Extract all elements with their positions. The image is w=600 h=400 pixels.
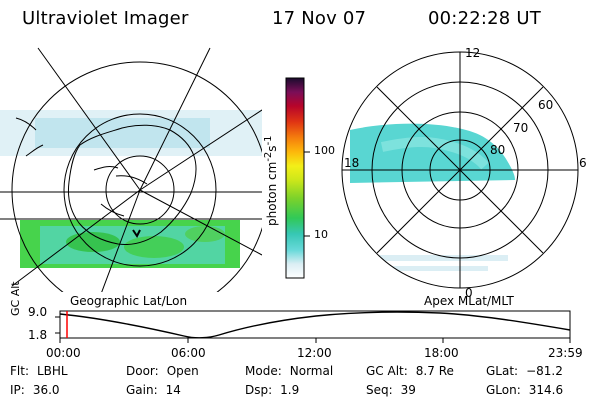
altitude-plot [55,310,571,343]
door-info: Door: Open [126,364,199,378]
apex-mlt-tick-0: 0 [465,286,473,300]
apex-panel-label: Apex MLat/MLT [424,294,514,308]
apex-mlt-tick-6: 6 [579,156,587,170]
glon-info: GLon: 314.6 [486,383,564,397]
geo-outer-lat-circle [11,61,262,292]
time-title: 00:22:28 UT [428,8,541,29]
geo-mid-lat-circle [63,113,217,267]
colorbar-tick-100: 100 [314,144,335,157]
altitude-y-min: 1.8 [28,328,48,342]
geographic-panel-label: Geographic Lat/Lon [70,294,188,308]
seq-info: Seq: 39 [366,383,416,397]
altitude-axis-label: GC Alt [9,281,22,316]
time-tick-0000: 00:00 [46,346,81,360]
geo-meridians [11,47,262,292]
date-title: 17 Nov 07 [272,8,367,29]
apex-mlat-tick-70: 70 [513,121,529,135]
time-tick-2359: 23:59 [548,346,583,360]
gain-info: Gain: 14 [126,383,181,397]
mode-info: Mode: Normal [245,364,334,378]
altitude-y-max: 9.0 [28,305,48,319]
apex-aurora-oval [350,123,515,183]
instrument-title: Ultraviolet Imager [22,8,189,29]
time-tick-1800: 18:00 [424,346,459,360]
filter-info: Flt: LBHL [10,364,68,378]
colorbar [285,77,305,279]
ip-info: IP: 36.0 [10,383,60,397]
dsp-info: Dsp: 1.9 [245,383,300,397]
colorbar-unit-label: photon cm-2s-1 [263,135,279,226]
apex-mlt-tick-12: 12 [465,46,481,60]
geo-inner-lat-circle [105,155,175,225]
colorbar-tick-10: 10 [314,228,328,241]
gc-alt-info: GC Alt: 8.7 Re [366,364,454,378]
apex-mlat-tick-80: 80 [490,143,506,157]
glat-info: GLat: −81.2 [486,364,563,378]
apex-mlt-tick-18: 18 [344,156,360,170]
geo-continent [67,124,197,245]
time-tick-0600: 06:00 [171,346,206,360]
apex-mlat-tick-60: 60 [538,98,554,112]
apex-panel [341,51,579,289]
geographic-panel [0,47,262,292]
altitude-curve [59,311,571,339]
time-tick-1200: 12:00 [297,346,332,360]
altitude-plot-frame [59,310,571,339]
